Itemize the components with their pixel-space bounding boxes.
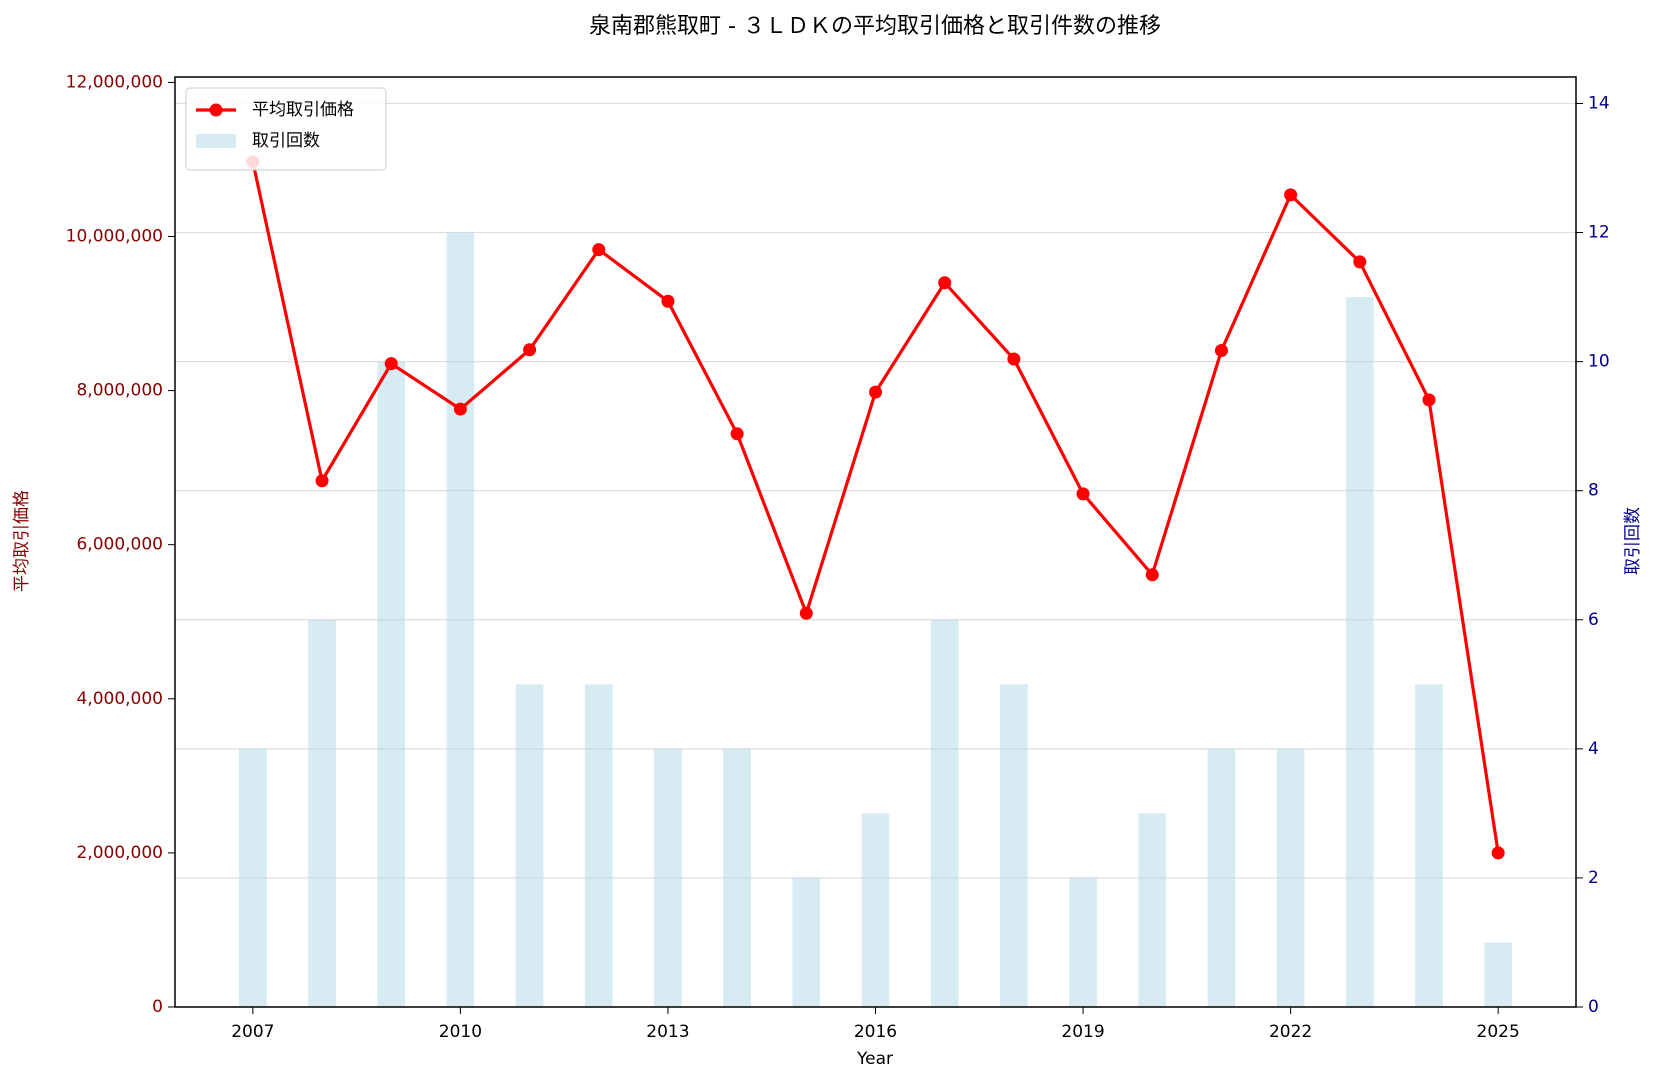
marker: [384, 357, 398, 371]
marker: [1353, 255, 1367, 269]
bar: [1138, 813, 1167, 1007]
bar: [446, 232, 475, 1007]
y2-tick-label: 0: [1588, 997, 1599, 1017]
marker: [453, 402, 467, 416]
marker: [938, 276, 952, 290]
y2-tick-label: 6: [1588, 610, 1599, 630]
x-tick-label: 2019: [1061, 1022, 1104, 1042]
y-tick-label: 4,000,000: [76, 689, 163, 709]
bar: [1000, 684, 1028, 1007]
bar: [654, 748, 682, 1007]
marker: [869, 385, 882, 399]
marker: [1007, 352, 1021, 366]
x-tick-label: 2022: [1269, 1022, 1312, 1042]
marker: [592, 243, 606, 257]
bar: [1484, 942, 1513, 1007]
bar: [792, 877, 821, 1007]
x-tick-label: 2007: [231, 1022, 274, 1042]
y2-tick-label: 10: [1588, 352, 1610, 372]
marker: [661, 294, 675, 308]
marker: [730, 427, 744, 441]
bar: [1069, 877, 1097, 1007]
bar: [723, 748, 751, 1007]
marker: [1284, 188, 1298, 202]
marker: [1214, 344, 1228, 358]
y-tick-label: 2,000,000: [76, 843, 163, 863]
marker: [1422, 393, 1436, 407]
y2-tick-label: 2: [1588, 868, 1599, 888]
marker: [1491, 846, 1505, 860]
bar: [584, 684, 613, 1007]
marker: [523, 343, 537, 357]
x-tick-label: 2010: [439, 1022, 482, 1042]
y-tick-label: 10,000,000: [66, 226, 163, 246]
legend-swatch: [196, 134, 236, 148]
marker: [799, 606, 813, 620]
legend-label: 平均取引価格: [252, 100, 354, 120]
bar: [1207, 748, 1236, 1007]
y2-tick-label: 4: [1588, 739, 1599, 759]
bar: [930, 619, 959, 1007]
legend-label: 取引回数: [252, 131, 320, 151]
bar: [1276, 748, 1305, 1007]
chart-title: 泉南郡熊取町 - ３ＬＤＫの平均取引価格と取引件数の推移: [589, 14, 1161, 39]
x-tick-label: 2013: [646, 1022, 689, 1042]
bar: [861, 813, 890, 1007]
marker: [1076, 487, 1090, 501]
y2-tick-label: 14: [1588, 93, 1610, 113]
bar: [1415, 684, 1443, 1007]
x-axis-label: Year: [856, 1049, 893, 1069]
y-tick-label: 12,000,000: [66, 72, 163, 92]
y-axis-label: 平均取引価格: [12, 490, 32, 592]
legend-marker: [209, 103, 223, 117]
y-tick-label: 0: [152, 997, 163, 1017]
y-tick-label: 6,000,000: [76, 535, 163, 555]
x-tick-label: 2025: [1477, 1022, 1520, 1042]
bar: [515, 684, 544, 1007]
marker: [315, 474, 329, 488]
x-tick-label: 2016: [854, 1022, 897, 1042]
marker: [1145, 568, 1159, 582]
y-tick-label: 8,000,000: [76, 381, 163, 401]
plot-frame: [174, 76, 1577, 1008]
bar: [377, 361, 406, 1007]
y2-tick-label: 8: [1588, 481, 1599, 501]
bar: [1345, 297, 1374, 1008]
bar: [238, 748, 267, 1007]
bar: [308, 619, 336, 1007]
y2-tick-label: 12: [1588, 223, 1610, 243]
y2-axis-label: 取引回数: [1623, 507, 1643, 575]
